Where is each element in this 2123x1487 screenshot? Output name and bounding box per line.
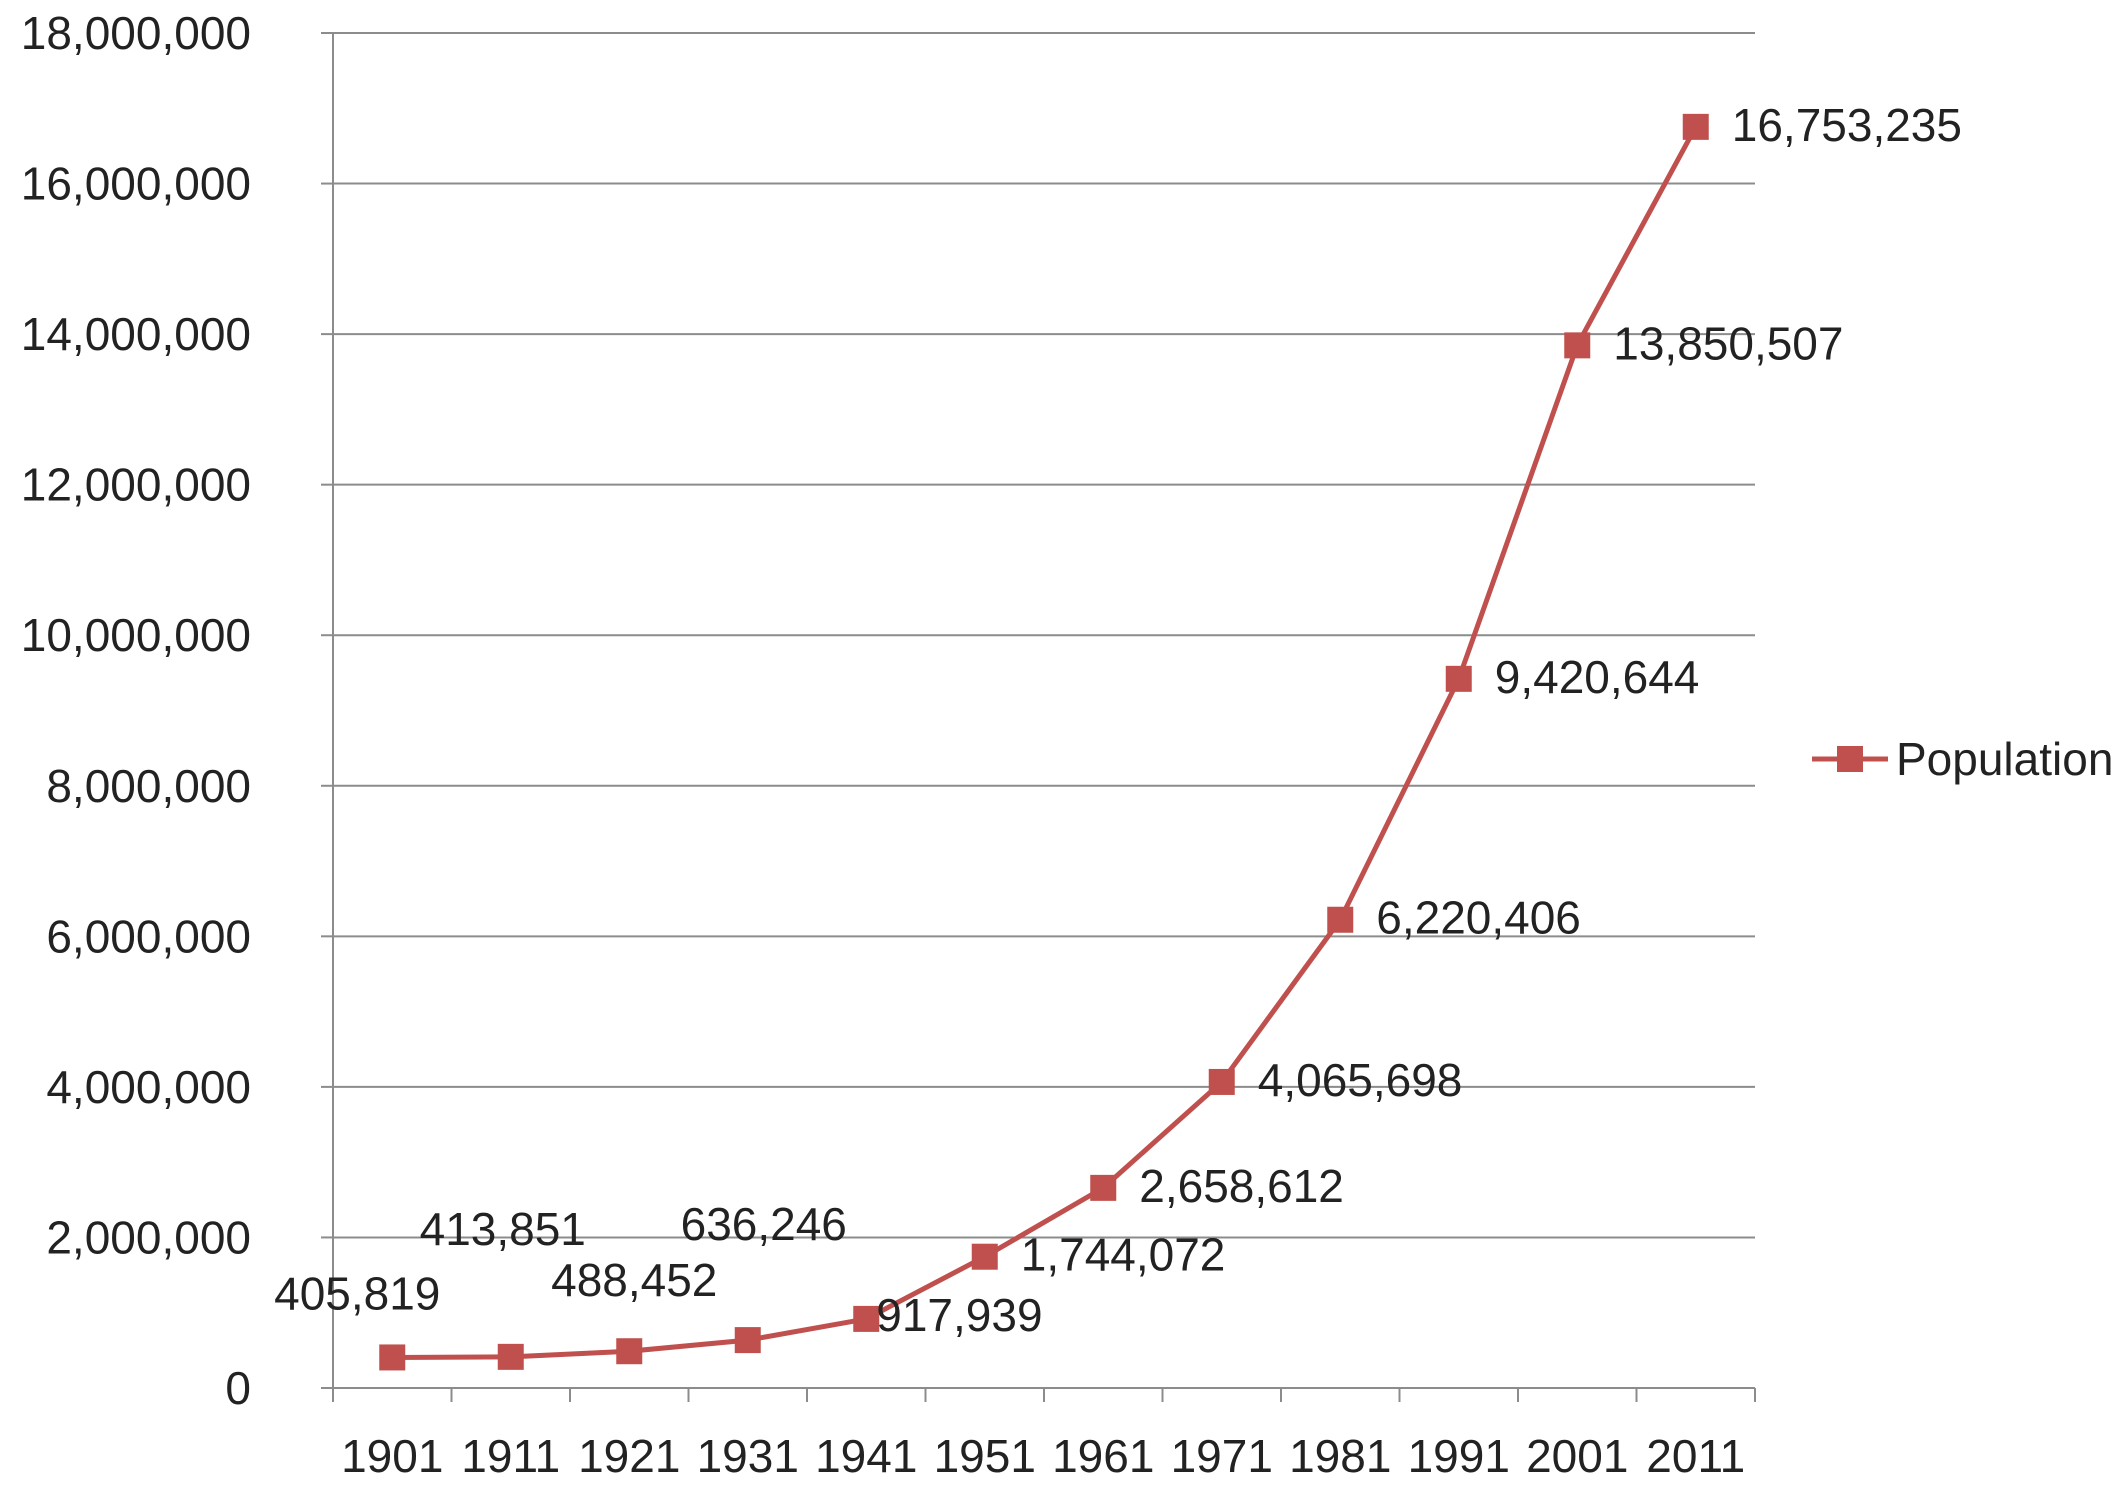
x-tick-label: 1991 <box>1408 1430 1510 1482</box>
y-tick-label: 18,000,000 <box>21 7 251 59</box>
data-point-marker <box>1090 1174 1117 1201</box>
data-point-marker <box>497 1343 524 1370</box>
y-tick-label: 2,000,000 <box>46 1211 251 1263</box>
x-tick-label: 1901 <box>341 1430 443 1482</box>
y-tick-label: 0 <box>225 1362 251 1414</box>
x-tick-label: 1951 <box>934 1430 1036 1482</box>
y-tick-label: 8,000,000 <box>46 760 251 812</box>
x-tick-label: 2001 <box>1526 1430 1628 1482</box>
data-label: 413,851 <box>420 1203 586 1255</box>
x-tick-label: 1911 <box>461 1430 560 1482</box>
data-point-marker <box>1564 332 1591 359</box>
series-line <box>392 125 1698 1360</box>
y-tick-label: 6,000,000 <box>46 910 251 962</box>
axes: 0 2,000,000 4,000,000 6,000,000 8,000,000 10,… <box>21 7 1756 1482</box>
y-tick-label: 10,000,000 <box>21 609 251 661</box>
data-label: 1,744,072 <box>1021 1229 1226 1281</box>
series-population <box>379 113 1709 1371</box>
data-point-marker <box>616 1338 643 1365</box>
gridlines <box>333 32 1755 1239</box>
y-tick-label: 14,000,000 <box>21 308 251 360</box>
x-tick-label: 1961 <box>1052 1430 1154 1482</box>
data-point-marker <box>1327 906 1354 933</box>
y-tick-label: 12,000,000 <box>21 459 251 511</box>
x-tick-label: 1941 <box>815 1430 917 1482</box>
data-point-marker <box>1208 1068 1235 1095</box>
data-label: 917,939 <box>876 1289 1042 1341</box>
data-label: 16,753,235 <box>1732 99 1962 151</box>
data-point-marker <box>1682 113 1709 140</box>
data-label: 2,658,612 <box>1139 1160 1344 1212</box>
x-tick-label: 1971 <box>1171 1430 1273 1482</box>
x-tick-label: 1981 <box>1289 1430 1391 1482</box>
data-point-marker <box>379 1344 406 1371</box>
data-label: 488,452 <box>551 1254 717 1306</box>
data-label: 6,220,406 <box>1376 892 1581 944</box>
y-tick-label: 16,000,000 <box>21 158 251 210</box>
data-point-marker <box>971 1243 998 1270</box>
x-tick-label: 2011 <box>1646 1430 1745 1482</box>
data-label: 405,819 <box>274 1267 440 1319</box>
legend-marker-icon <box>1837 746 1863 772</box>
data-point-marker <box>853 1305 880 1332</box>
legend-label: Population <box>1896 733 2113 785</box>
data-label: 4,065,698 <box>1258 1054 1463 1106</box>
data-point-marker <box>734 1327 761 1354</box>
y-tick-label: 4,000,000 <box>46 1061 251 1113</box>
data-label: 9,420,644 <box>1495 651 1700 703</box>
data-label: 13,850,507 <box>1613 317 1843 369</box>
data-point-marker <box>1445 665 1472 692</box>
x-tick-label: 1921 <box>578 1430 680 1482</box>
x-tick-label: 1931 <box>697 1430 799 1482</box>
legend: Population <box>1812 733 2113 785</box>
data-label: 636,246 <box>681 1198 847 1250</box>
